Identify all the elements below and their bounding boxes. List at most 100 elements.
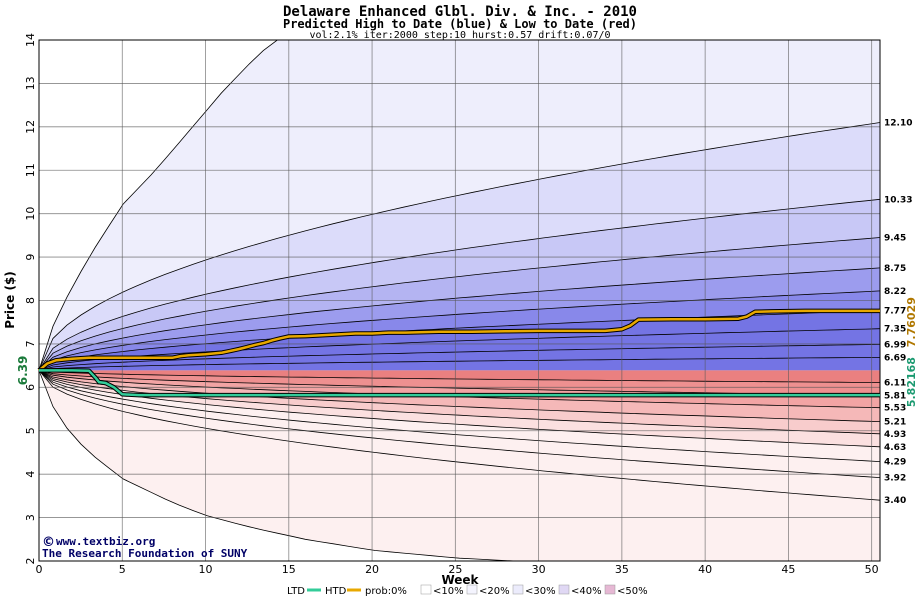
chart-subtitle: Predicted High to Date (blue) & Low to D…	[283, 17, 637, 31]
quantile-end-label: 6.99	[884, 340, 906, 350]
series-ltd-line	[39, 369, 880, 397]
legend-label-prob-bin: <30%	[525, 586, 556, 597]
quantile-end-label: 7.35	[884, 325, 906, 335]
y-tick-label: 12	[24, 120, 37, 134]
quantile-line	[38, 370, 881, 501]
x-tick-label: 10	[199, 563, 213, 576]
y-tick-label: 10	[24, 207, 37, 221]
x-tick-label: 15	[282, 563, 296, 576]
quantile-end-label: 6.69	[884, 353, 906, 363]
legend-swatch-prob	[420, 584, 432, 595]
legend-swatch-prob	[604, 584, 616, 595]
quantile-end-label: 5.81	[884, 392, 906, 402]
quantile-line	[38, 237, 881, 371]
quantile-line	[38, 267, 881, 371]
start-price-label: 6.39	[16, 356, 30, 386]
chart-params: vol:2.1% iter:2000 step:10 hurst:0.57 dr…	[309, 30, 610, 41]
legend-swatch-prob	[512, 584, 524, 595]
low-band	[39, 370, 880, 383]
plot-border	[38, 39, 881, 562]
y-tick-label: 3	[24, 514, 37, 521]
legend-label-htd: HTD	[325, 586, 347, 597]
x-tick-label: 5	[119, 563, 126, 576]
quantile-end-label: 10.33	[884, 195, 912, 205]
quantile-line	[38, 290, 881, 371]
x-tick-label: 20	[365, 563, 379, 576]
legend-label-prob-bin: <40%	[571, 586, 602, 597]
x-tick-label: 30	[532, 563, 546, 576]
quantile-line	[38, 310, 881, 371]
quantile-end-label: 7.77	[884, 306, 906, 316]
chart-title: Delaware Enhanced Glbl. Div. & Inc. - 20…	[283, 4, 637, 20]
low-band	[39, 370, 880, 501]
high-band	[39, 310, 880, 371]
quantile-line	[38, 370, 881, 422]
high-band	[39, 267, 880, 371]
quantile-end-label: 9.45	[884, 234, 906, 244]
quantile-line	[38, 370, 881, 478]
quantile-end-label: 12.10	[884, 118, 912, 128]
high-band	[39, 357, 880, 371]
credit-url: www.textbiz.org	[56, 535, 155, 548]
quantile-end-label: 3.92	[884, 474, 906, 484]
y-axis-label: Price ($)	[3, 271, 17, 329]
x-tick-label: 45	[781, 563, 795, 576]
high-band	[39, 40, 880, 371]
legend: LTD HTD prob:0% <10% <20% <30% <40% <50%	[287, 584, 648, 597]
series-htd-line	[38, 309, 880, 372]
x-tick-label: 0	[36, 563, 43, 576]
legend-label-ltd: LTD	[287, 586, 305, 597]
y-tick-label: 14	[24, 33, 37, 47]
ltd-end-value: 5.82168	[905, 357, 918, 407]
quantile-end-label: 4.93	[884, 430, 906, 440]
x-tick-label: 50	[865, 563, 879, 576]
low-band	[39, 370, 880, 434]
low-band	[39, 370, 880, 478]
legend-swatch-prob	[558, 584, 570, 595]
grid	[38, 39, 881, 562]
quantile-end-label: 4.29	[884, 458, 906, 468]
quantile-labels: 12.10 10.33 9.45 8.75 8.22 7.77 7.35 6.99 6.69 6.…	[884, 118, 918, 506]
y-tick-label: 6	[24, 384, 37, 391]
legend-label-prob-bin: <20%	[479, 586, 510, 597]
x-axis-label: Week	[441, 573, 479, 587]
high-band	[39, 237, 880, 371]
high-band	[39, 199, 880, 371]
y-tick-label: 5	[24, 427, 37, 434]
quantile-line	[38, 328, 881, 371]
quantile-end-label: 4.63	[884, 443, 906, 453]
y-tick-label: 11	[24, 163, 37, 177]
quantile-end-label: 8.22	[884, 287, 906, 297]
copyright-icon: ©	[42, 535, 55, 550]
quantile-end-label: 3.40	[884, 496, 906, 506]
low-band	[39, 370, 880, 447]
quantile-line	[38, 357, 881, 371]
x-tick-label: 35	[615, 563, 629, 576]
htd-end-value: 7.76029	[905, 297, 918, 347]
high-band	[39, 290, 880, 371]
credit-org: The Research Foundation of SUNY	[42, 547, 248, 560]
y-tick-label: 7	[24, 340, 37, 347]
quantile-line	[38, 344, 881, 371]
quantile-line	[38, 122, 881, 371]
credit: © www.textbiz.org The Research Foundatio…	[42, 535, 248, 560]
x-tick-label: 40	[698, 563, 712, 576]
quantile-line	[38, 370, 881, 383]
low-band	[39, 370, 880, 408]
legend-label-prob-bin: <50%	[617, 586, 648, 597]
low-band	[39, 370, 880, 422]
y-tick-label: 2	[24, 558, 37, 565]
low-band	[39, 370, 880, 462]
legend-label-prob-bin: <10%	[433, 586, 464, 597]
series-layer	[37, 308, 880, 398]
low-band	[39, 370, 880, 561]
quantile-line	[38, 370, 881, 448]
quantile-end-label: 8.75	[884, 264, 906, 274]
quantile-end-label: 5.53	[884, 404, 906, 414]
axes: 0 5 10 15 20 25 30 35 40 45 502345678910111213146.…	[16, 33, 879, 576]
legend-label-prob: prob:0%	[365, 586, 407, 597]
high-band	[39, 122, 880, 371]
x-tick-label: 25	[448, 563, 462, 576]
quantile-end-label: 6.11	[884, 379, 906, 389]
